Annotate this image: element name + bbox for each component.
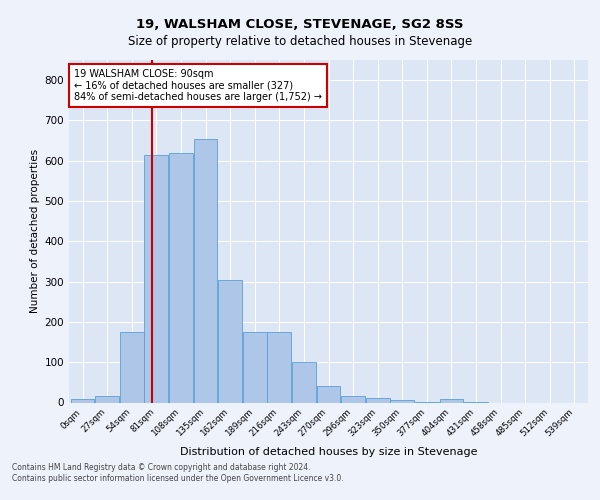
Bar — [71, 400, 94, 402]
Bar — [317, 386, 340, 402]
Text: 19 WALSHAM CLOSE: 90sqm
← 16% of detached houses are smaller (327)
84% of semi-d: 19 WALSHAM CLOSE: 90sqm ← 16% of detache… — [74, 68, 322, 102]
Bar — [120, 332, 143, 402]
Y-axis label: Number of detached properties: Number of detached properties — [31, 149, 40, 314]
Bar — [169, 152, 193, 402]
X-axis label: Distribution of detached houses by size in Stevenage: Distribution of detached houses by size … — [180, 446, 477, 456]
Bar — [95, 396, 119, 402]
Bar — [292, 362, 316, 403]
Text: 19, WALSHAM CLOSE, STEVENAGE, SG2 8SS: 19, WALSHAM CLOSE, STEVENAGE, SG2 8SS — [136, 18, 464, 30]
Text: Contains HM Land Registry data © Crown copyright and database right 2024.: Contains HM Land Registry data © Crown c… — [12, 462, 311, 471]
Bar — [194, 138, 217, 402]
Bar — [440, 400, 463, 402]
Bar — [341, 396, 365, 402]
Bar — [218, 280, 242, 402]
Bar — [243, 332, 266, 402]
Bar — [145, 154, 168, 402]
Bar — [391, 400, 414, 402]
Bar — [366, 398, 389, 402]
Text: Contains public sector information licensed under the Open Government Licence v3: Contains public sector information licen… — [12, 474, 344, 483]
Bar — [268, 332, 291, 402]
Text: Size of property relative to detached houses in Stevenage: Size of property relative to detached ho… — [128, 35, 472, 48]
